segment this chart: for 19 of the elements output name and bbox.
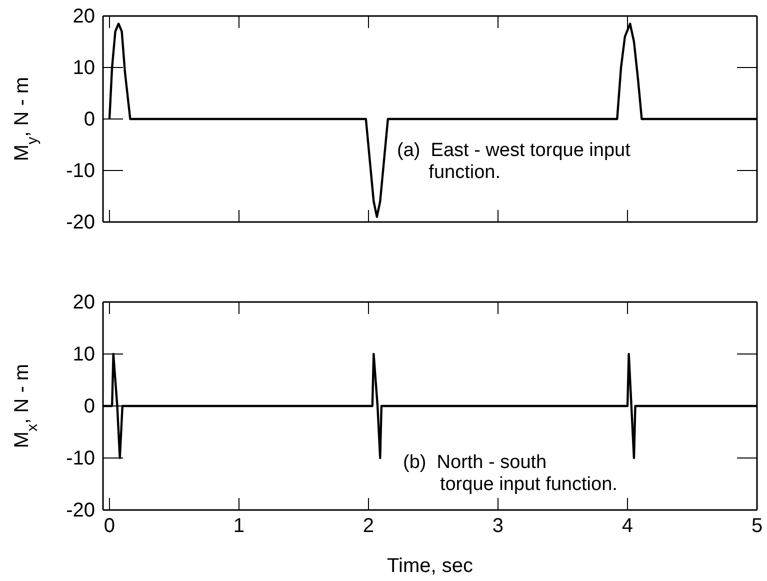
annotation: (a) East - west torque input function. (397, 140, 632, 183)
y-tick-label: 10 (72, 343, 95, 366)
annotation: (b) North - south torque input function. (403, 452, 618, 495)
y-tick-label: -20 (66, 499, 95, 522)
y-tick-label: 0 (84, 108, 95, 130)
y-tick-label: 20 (72, 291, 95, 314)
x-tick-label: 4 (622, 515, 634, 538)
x-axis-title: Time, sec (387, 555, 473, 577)
y-tick-label: -20 (66, 211, 95, 234)
y-tick-label: -10 (66, 160, 95, 182)
y-tick-label: 0 (84, 395, 95, 418)
y-tick-label: -10 (66, 447, 95, 470)
y-tick-label: 20 (72, 5, 95, 28)
x-tick-label: 1 (233, 515, 245, 538)
x-tick-label: 5 (751, 515, 763, 538)
y-tick-label: 10 (72, 56, 95, 79)
x-tick-label: 0 (104, 515, 116, 538)
x-tick-label: 2 (362, 515, 374, 538)
x-tick-label: 3 (492, 515, 504, 538)
